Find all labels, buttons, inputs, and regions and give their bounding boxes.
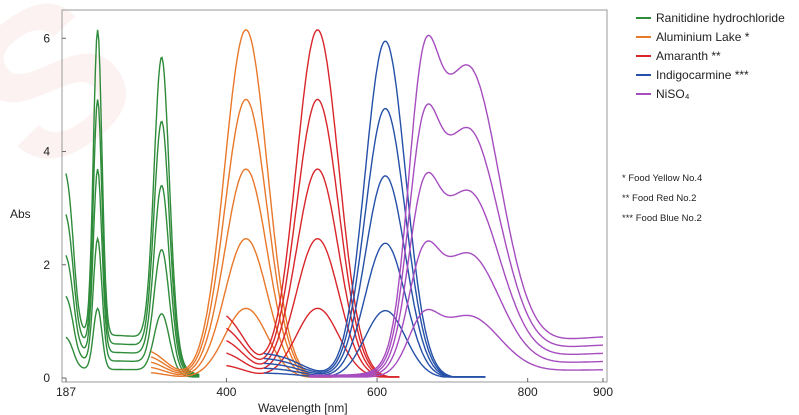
series-line (309, 171, 604, 378)
x-tick-label: 400 (216, 385, 236, 399)
legend-item: Amaranth ** (636, 46, 785, 65)
series-line (65, 236, 200, 378)
series-line (226, 168, 400, 378)
series-line (309, 103, 604, 377)
series-line (225, 29, 400, 378)
legend-swatch (636, 54, 651, 57)
series-line (150, 29, 332, 378)
legend-label: Aluminium Lake * (656, 29, 750, 44)
x-tick-label: 187 (56, 385, 76, 399)
footnote-blue: *** Food Blue No.2 (622, 213, 702, 224)
legend-swatch (636, 92, 651, 95)
y-tick-label: 0 (43, 371, 50, 385)
x-tick-label: 900 (593, 385, 613, 399)
series-line (150, 168, 332, 378)
spectra-curves (65, 29, 604, 378)
y-axis-ticks: 0 2 4 6 (43, 31, 66, 385)
series-line (150, 98, 332, 378)
legend-swatch (636, 73, 651, 76)
legend-label: Amaranth ** (656, 48, 721, 63)
legend-swatch (636, 16, 651, 19)
y-tick-label: 2 (43, 258, 50, 272)
x-tick-label: 600 (367, 385, 387, 399)
series-line (264, 40, 486, 378)
x-axis-label: Wavelength [nm] (258, 401, 348, 415)
footnotes: * Food Yellow No.4 ** Food Red No.2 *** … (622, 173, 702, 233)
legend: Ranitidine hydrochloride Aluminium Lake *… (636, 8, 785, 103)
series-line (65, 99, 200, 376)
legend-item: Indigocarmine *** (636, 65, 785, 84)
series-line (264, 242, 486, 378)
legend-item: NiSO₄ (636, 84, 785, 103)
legend-label: Ranitidine hydrochloride (656, 10, 785, 25)
legend-swatch (636, 35, 651, 38)
series-line (309, 240, 603, 378)
y-axis-label: Abs (10, 207, 31, 221)
y-tick-label: 6 (43, 31, 50, 45)
legend-label: Indigocarmine *** (656, 67, 749, 82)
series-line (226, 98, 400, 378)
legend-item: Aluminium Lake * (636, 27, 785, 46)
legend-item: Ranitidine hydrochloride (636, 8, 785, 27)
footnote-yellow: * Food Yellow No.4 (622, 173, 703, 184)
series-line (65, 306, 200, 378)
x-tick-label: 800 (518, 385, 538, 399)
series-line (309, 34, 604, 376)
plot-frame (61, 9, 608, 383)
footnote-red: ** Food Red No.2 (622, 193, 697, 204)
x-axis-ticks: 187 400 600 800 900 (56, 378, 613, 399)
series-line (65, 168, 200, 377)
series-line (65, 29, 200, 376)
legend-label: NiSO₄ (656, 86, 690, 101)
y-tick-label: 4 (43, 145, 50, 159)
